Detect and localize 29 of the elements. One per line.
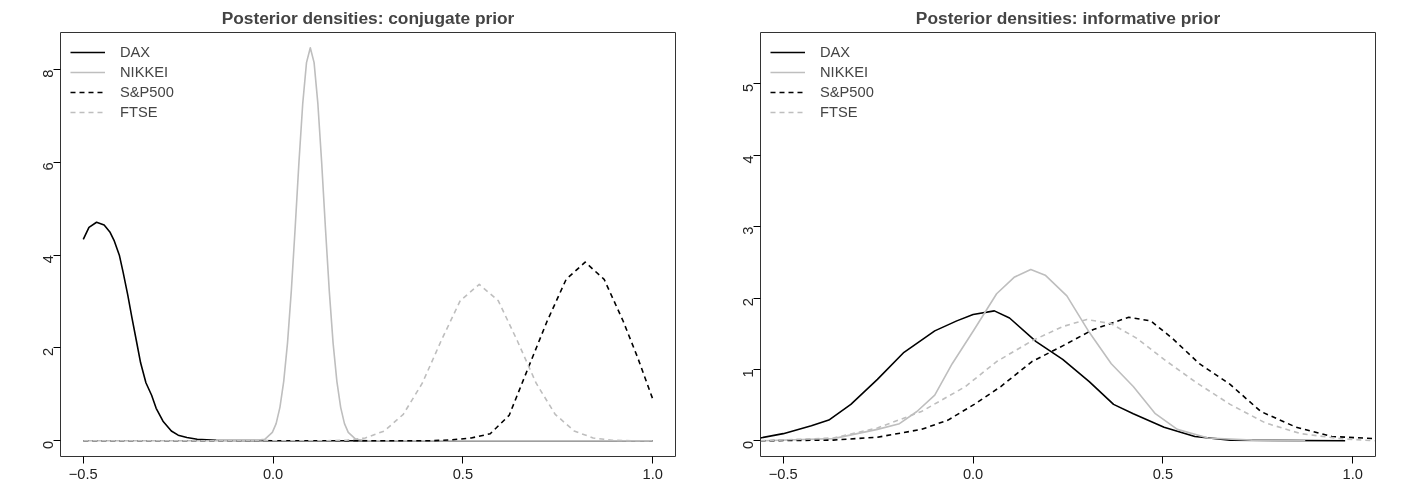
x-tick-label: 1.0 [642,465,663,482]
y-tick-label: 0 [740,440,757,449]
x-tick-label: 1.0 [1342,465,1363,482]
legend-label: FTSE [820,104,858,120]
y-tick-label: 1 [740,369,757,378]
y-tick-label: 4 [740,155,757,164]
y-tick-label: 2 [740,298,757,307]
chart-title: Posterior densities: conjugate prior [221,7,515,28]
x-tick-label: −0.5 [768,465,798,482]
y-tick-label: 3 [740,226,757,235]
legend-label: FTSE [120,104,158,120]
y-tick-label: 5 [740,83,757,93]
legend-label: DAX [120,44,151,60]
y-tick-label: 4 [40,255,57,264]
chart-title: Posterior densities: informative prior [915,7,1221,28]
legend-label: DAX [820,44,851,60]
y-tick-label: 2 [40,347,57,357]
x-tick-label: −0.5 [68,465,98,482]
legend-label: S&P500 [120,84,174,100]
x-tick-label: 0.5 [452,465,474,482]
legend-label: NIKKEI [820,64,869,80]
x-tick-label: 0.5 [1152,465,1174,482]
x-tick-label: 0.0 [962,465,984,482]
y-tick-label: 8 [40,69,57,78]
legend-label: S&P500 [820,84,874,100]
y-tick-label: 0 [40,440,57,449]
legend-label: NIKKEI [120,64,169,80]
x-tick-label: 0.0 [262,465,284,482]
y-tick-label: 6 [40,162,57,171]
